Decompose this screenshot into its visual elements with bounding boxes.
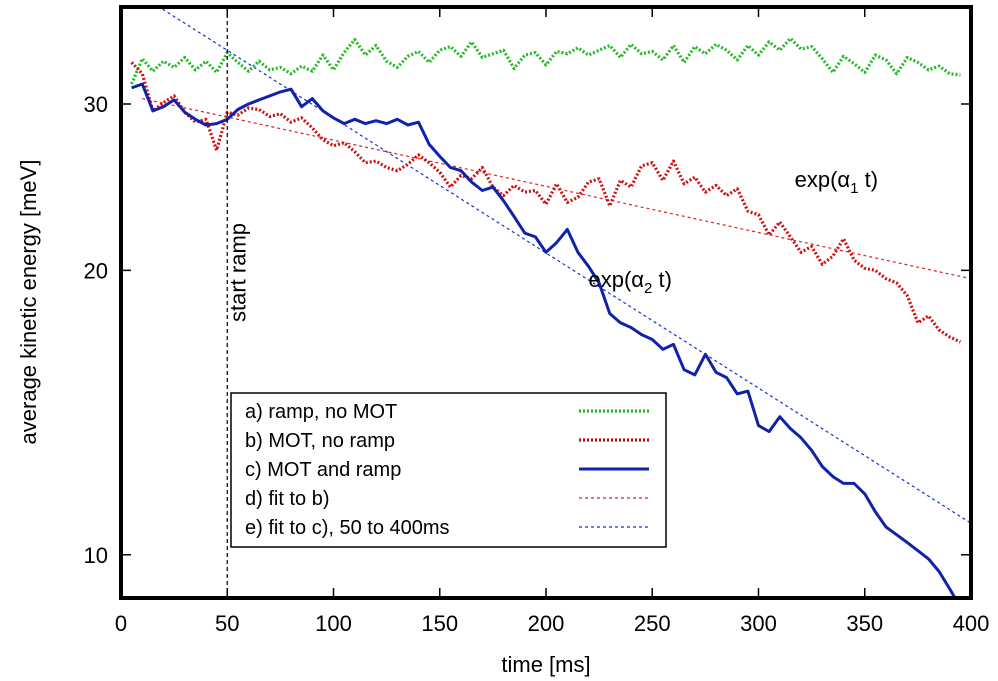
legend-label-3: d) fit to b) xyxy=(245,488,329,510)
y-tick-label: 10 xyxy=(84,543,108,568)
x-tick-label: 150 xyxy=(421,611,458,636)
fit-lines xyxy=(142,7,971,524)
x-tick-label: 300 xyxy=(740,611,777,636)
x-tick-label: 250 xyxy=(634,611,671,636)
annotations: exp(α1 t) exp(α2 t) xyxy=(589,167,879,297)
x-tick-label: 200 xyxy=(528,611,565,636)
legend-label-2: c) MOT and ramp xyxy=(245,459,401,481)
axis-ticks: 0 50 100 150 200 250 300 350 400 10 20 30 xyxy=(84,7,990,636)
x-axis-label: time [ms] xyxy=(501,652,590,677)
legend-label-0: a) ramp, no MOT xyxy=(245,401,397,423)
series-line-4 xyxy=(158,7,971,524)
legend-label-4: e) fit to c), 50 to 400ms xyxy=(245,517,450,539)
y-axis-label: average kinetic energy [meV] xyxy=(16,160,41,445)
start-ramp-marker: start ramp xyxy=(225,7,250,598)
x-tick-label: 50 xyxy=(215,611,239,636)
start-ramp-label: start ramp xyxy=(225,223,250,322)
series-line-1 xyxy=(130,61,962,344)
y-tick-label: 20 xyxy=(84,258,108,283)
series-line-2 xyxy=(131,82,957,598)
x-tick-label: 350 xyxy=(846,611,883,636)
legend: a) ramp, no MOT b) MOT, no ramp c) MOT and… xyxy=(230,392,667,548)
annotation-exp-alpha2: exp(α2 t) xyxy=(589,267,672,297)
annotation-exp-alpha1: exp(α1 t) xyxy=(795,167,878,197)
legend-label-1: b) MOT, no ramp xyxy=(245,430,395,452)
y-tick-label: 30 xyxy=(84,92,108,117)
x-tick-label: 0 xyxy=(115,611,127,636)
series-line-0 xyxy=(130,36,961,85)
x-tick-label: 400 xyxy=(953,611,990,636)
x-tick-label: 100 xyxy=(315,611,352,636)
data-lines xyxy=(130,36,962,598)
